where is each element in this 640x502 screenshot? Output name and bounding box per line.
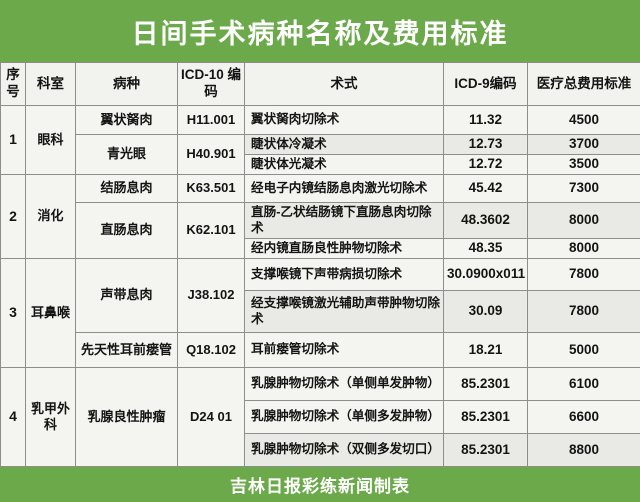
cell-operation: 经电子内镜结肠息肉激光切除术: [244, 174, 444, 203]
cell-operation: 乳腺肿物切除术（双侧多发切口）: [244, 433, 444, 467]
table-row: 3 耳鼻喉 声带息肉 J38.102 支撑喉镜下声带病损切除术 30.0900x011 78…: [0, 258, 640, 368]
cell-fee: 6600: [527, 400, 640, 434]
header-disease: 病种: [75, 62, 178, 106]
title-bar: 日间手术病种名称及费用标准: [0, 0, 640, 62]
cell-icd10: H11.001: [177, 105, 245, 135]
cell-operation: 直肠-乙状结肠镜下直肠息肉切除术: [244, 202, 444, 239]
cell-icd10: D24 01: [177, 367, 245, 467]
table-row: 4 乳甲外科 乳腺良性肿瘤 D24 01 乳腺肿物切除术（单侧单发肿物） 85.2301 6…: [0, 367, 640, 467]
table-header-row: 序号 科室 病种 ICD-10 编码 术式 ICD-9编码 医疗总费用标准: [0, 62, 640, 106]
cell-fee: 8800: [527, 433, 640, 467]
cell-disease: 乳腺良性肿瘤: [75, 367, 178, 467]
cell-icd9: 12.73: [443, 134, 528, 155]
header-operation: 术式: [244, 62, 444, 106]
cell-operation: 睫状体光凝术: [244, 154, 444, 175]
cell-disease: 翼状胬肉: [75, 105, 178, 135]
cell-disease: 青光眼: [75, 134, 178, 175]
table-row: 1 眼科 翼状胬肉 H11.001 翼状胬肉切除术 11.32 4500: [0, 105, 640, 175]
cell-icd9: 30.09: [443, 290, 528, 333]
cell-disease: 直肠息肉: [75, 202, 178, 259]
cell-icd9: 48.3602: [443, 202, 528, 239]
header-total-fee: 医疗总费用标准: [527, 62, 640, 106]
table-row: 经支撑喉镜激光辅助声带肿物切除术 30.09 7800: [1, 290, 640, 333]
cell-icd9: 18.21: [443, 332, 528, 368]
cell-department: 眼科: [25, 105, 76, 175]
cell-serial-number: 3: [0, 258, 26, 368]
cell-disease: 先天性耳前瘘管: [75, 332, 178, 368]
cell-serial-number: 2: [0, 174, 26, 259]
cell-fee: 3700: [527, 134, 640, 155]
table-header: 序号 科室 病种 ICD-10 编码 术式 ICD-9编码 医疗总费用标准: [0, 62, 640, 106]
cell-icd9: 85.2301: [443, 367, 528, 401]
cell-fee: 7800: [527, 258, 640, 291]
table-row: 乳腺肿物切除术（单侧多发肿物） 85.2301 6600: [1, 400, 640, 434]
cell-icd10: K63.501: [177, 174, 245, 203]
cell-operation: 支撑喉镜下声带病损切除术: [244, 258, 444, 291]
cell-operation: 经内镜直肠良性肿物切除术: [244, 238, 444, 259]
cell-icd10: K62.101: [177, 202, 245, 259]
cell-fee: 8000: [527, 238, 640, 259]
table-row: 青光眼 H40.901 睫状体冷凝术 12.73 3700: [1, 134, 640, 175]
cell-icd9: 11.32: [443, 105, 528, 135]
cell-fee: 6100: [527, 367, 640, 401]
cell-department: 消化: [25, 174, 76, 259]
cell-icd10: J38.102: [177, 258, 245, 333]
cell-icd10: H40.901: [177, 134, 245, 175]
cell-icd9: 30.0900x011: [443, 258, 528, 291]
cell-icd9: 85.2301: [443, 400, 528, 434]
cell-icd10: Q18.102: [177, 332, 245, 368]
header-icd9: ICD-9编码: [443, 62, 528, 106]
header-serial-number: 序号: [0, 62, 26, 106]
cell-fee: 7800: [527, 290, 640, 333]
cell-disease: 声带息肉: [75, 258, 178, 333]
cell-icd9: 12.72: [443, 154, 528, 175]
cell-fee: 4500: [527, 105, 640, 135]
credit-bar: 吉林日报彩练新闻制表: [0, 467, 640, 502]
table-row: 睫状体光凝术 12.72 3500: [1, 154, 640, 175]
header-icd10: ICD-10 编码: [177, 62, 245, 106]
credit-text: 吉林日报彩练新闻制表: [230, 477, 410, 496]
cell-operation: 睫状体冷凝术: [244, 134, 444, 155]
table-row: 先天性耳前瘘管 Q18.102 耳前瘘管切除术 18.21 5000: [1, 332, 640, 368]
cell-operation: 乳腺肿物切除术（单侧多发肿物）: [244, 400, 444, 434]
cell-icd9: 48.35: [443, 238, 528, 259]
table-row: 直肠息肉 K62.101 直肠-乙状结肠镜下直肠息肉切除术 48.3602 8000: [1, 202, 640, 259]
cell-fee: 5000: [527, 332, 640, 368]
table-row: 2 消化 结肠息肉 K63.501 经电子内镜结肠息肉激光切除术 45.42 7300: [0, 174, 640, 259]
cell-icd9: 85.2301: [443, 433, 528, 467]
page-title: 日间手术病种名称及费用标准: [131, 18, 509, 49]
cell-serial-number: 4: [0, 367, 26, 467]
cell-fee: 7300: [527, 174, 640, 203]
cell-serial-number: 1: [0, 105, 26, 175]
table-body: 1 眼科 翼状胬肉 H11.001 翼状胬肉切除术 11.32 4500 青光眼 H40.901…: [0, 105, 640, 467]
cell-fee: 3500: [527, 154, 640, 175]
cell-icd9: 45.42: [443, 174, 528, 203]
header-department: 科室: [25, 62, 76, 106]
cell-fee: 8000: [527, 202, 640, 239]
cell-operation: 经支撑喉镜激光辅助声带肿物切除术: [244, 290, 444, 333]
cell-operation: 耳前瘘管切除术: [244, 332, 444, 368]
cell-disease: 结肠息肉: [75, 174, 178, 203]
cell-department: 耳鼻喉: [25, 258, 76, 368]
cell-department: 乳甲外科: [25, 367, 76, 467]
cell-operation: 乳腺肿物切除术（单侧单发肿物）: [244, 367, 444, 401]
table-row: 经内镜直肠良性肿物切除术 48.35 8000: [1, 238, 640, 259]
table-row: 乳腺肿物切除术（双侧多发切口） 85.2301 8800: [1, 433, 640, 467]
cell-operation: 翼状胬肉切除术: [244, 105, 444, 135]
